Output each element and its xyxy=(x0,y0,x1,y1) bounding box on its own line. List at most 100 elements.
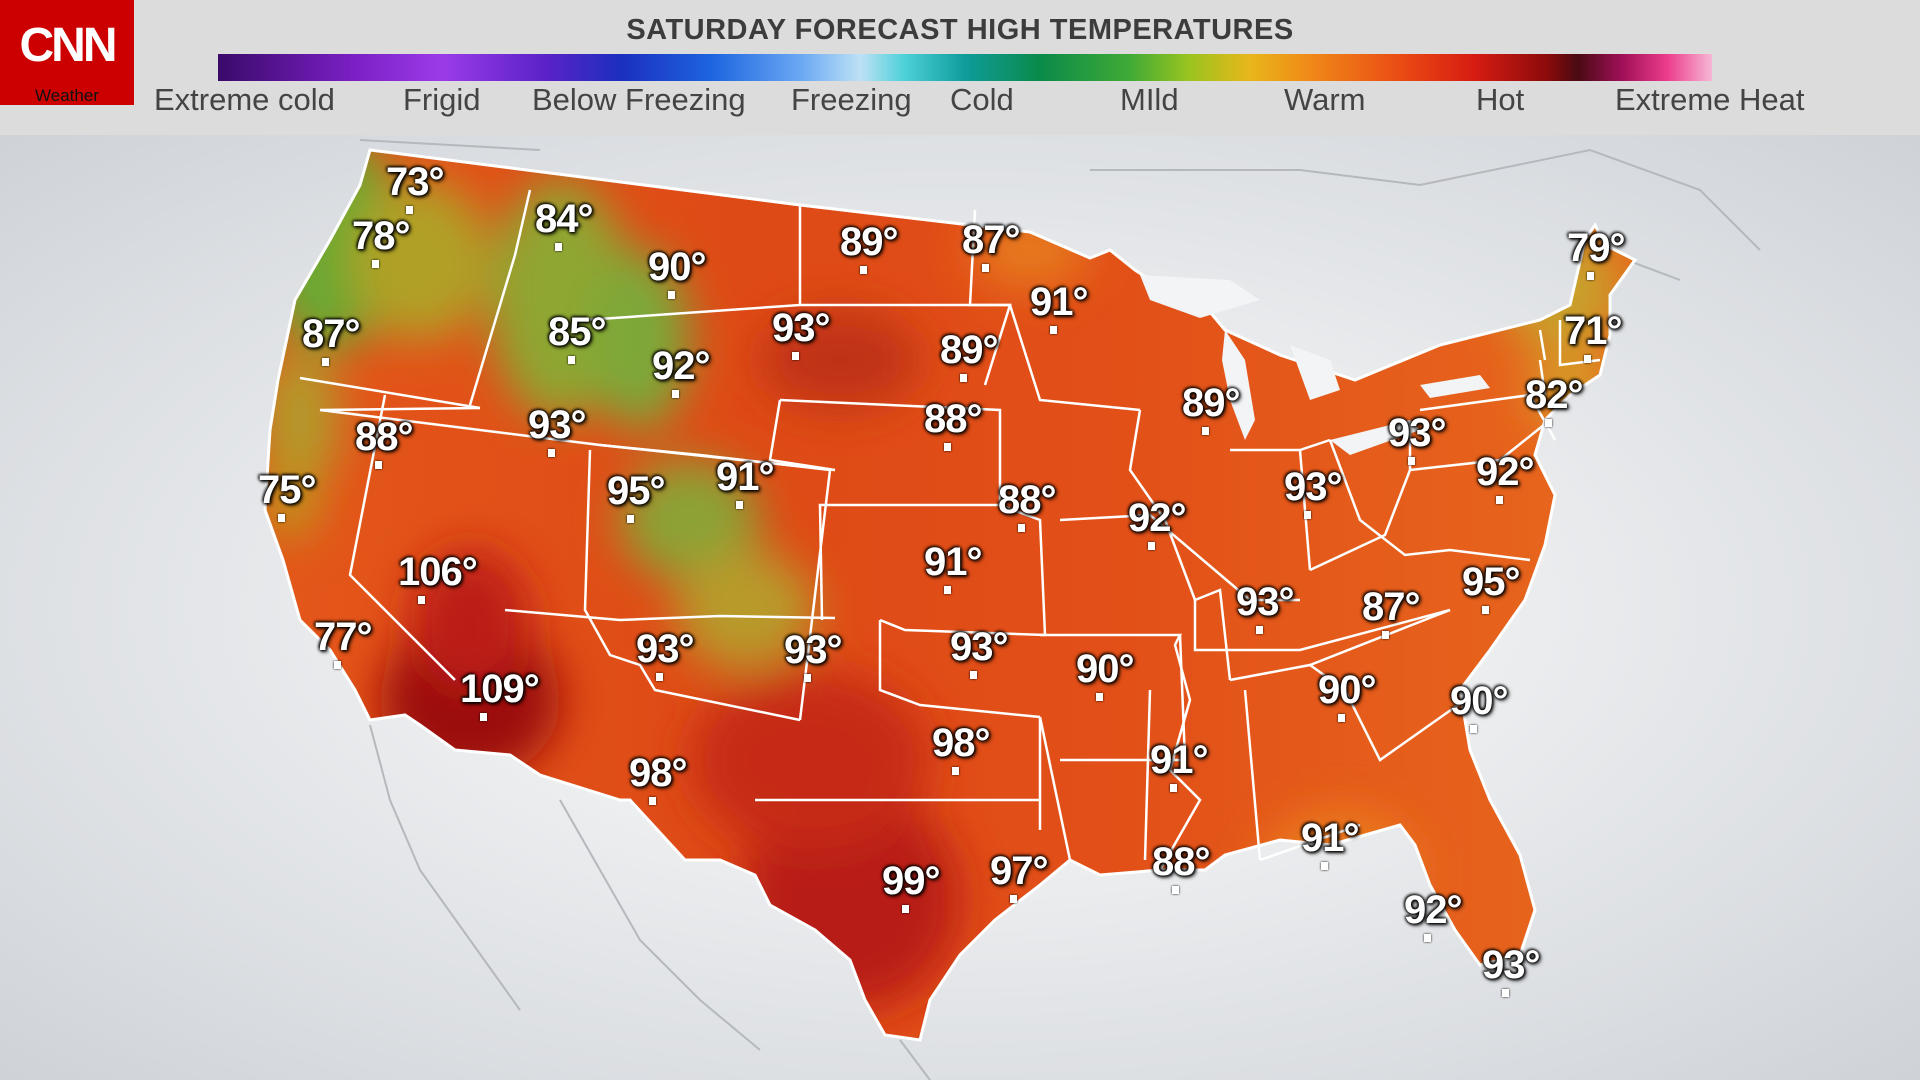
temperature-label: 93° xyxy=(772,306,830,350)
temperature-label: 93° xyxy=(636,627,694,671)
legend-label-hot: Hot xyxy=(1476,82,1525,117)
location-marker xyxy=(1304,511,1311,519)
temperature-label: 89° xyxy=(1182,381,1240,425)
temperature-label: 79° xyxy=(1567,226,1625,270)
temperature-label: 98° xyxy=(629,751,687,795)
temperature-label: 93° xyxy=(1236,580,1294,624)
location-marker xyxy=(322,358,329,366)
location-marker xyxy=(1050,326,1057,334)
us-temperature-map xyxy=(0,135,1920,1080)
legend-color-scale xyxy=(218,54,1712,81)
temperature-label: 87° xyxy=(1362,585,1420,629)
temperature-label: 88° xyxy=(998,478,1056,522)
logo-subtitle: Weather xyxy=(35,86,99,105)
temperature-label: 73° xyxy=(386,160,444,204)
location-marker xyxy=(568,356,575,364)
location-marker xyxy=(627,515,634,523)
temperature-label: 85° xyxy=(548,310,606,354)
temperature-label: 88° xyxy=(924,397,982,441)
location-marker xyxy=(944,443,951,451)
legend-label-frigid: Frigid xyxy=(403,82,481,117)
legend-label-mild: MIld xyxy=(1120,82,1179,117)
heat-layer xyxy=(265,150,1635,1040)
location-marker xyxy=(1202,427,1209,435)
temperature-label: 90° xyxy=(648,245,706,289)
temperature-label: 91° xyxy=(1301,816,1359,860)
lake-huron xyxy=(1290,345,1340,400)
location-marker xyxy=(960,374,967,382)
temperature-label: 97° xyxy=(990,849,1048,893)
legend-label-extreme-heat: Extreme Heat xyxy=(1615,82,1805,117)
location-marker xyxy=(1256,626,1263,634)
temperature-label: 93° xyxy=(1482,943,1540,987)
temperature-label: 93° xyxy=(1388,411,1446,455)
location-marker xyxy=(1338,714,1345,722)
location-marker xyxy=(1018,524,1025,532)
location-marker xyxy=(944,586,951,594)
location-marker xyxy=(792,352,799,360)
page-title: SATURDAY FORECAST HIGH TEMPERATURES xyxy=(626,14,1294,46)
location-marker xyxy=(970,671,977,679)
location-marker xyxy=(902,905,909,913)
location-marker xyxy=(952,767,959,775)
legend-label-below-freezing: Below Freezing xyxy=(532,82,746,117)
location-marker xyxy=(334,661,341,669)
location-marker xyxy=(375,461,382,469)
location-marker xyxy=(548,449,555,457)
temperature-label: 93° xyxy=(784,628,842,672)
temperature-label: 87° xyxy=(302,312,360,356)
temperature-label: 106° xyxy=(398,550,478,594)
temperature-label: 91° xyxy=(924,540,982,584)
temperature-label: 84° xyxy=(535,197,593,241)
temperature-label: 88° xyxy=(1152,840,1210,884)
temperature-label: 90° xyxy=(1450,679,1508,723)
location-marker xyxy=(736,501,743,509)
location-marker xyxy=(982,264,989,272)
lake-superior xyxy=(1140,275,1260,318)
location-marker xyxy=(1148,542,1155,550)
location-marker xyxy=(656,673,663,681)
state-borders xyxy=(299,189,1601,871)
location-marker xyxy=(555,243,562,251)
legend-label-extreme-cold: Extreme cold xyxy=(154,82,335,117)
temperature-label: 90° xyxy=(1076,647,1134,691)
temperature-label: 93° xyxy=(950,625,1008,669)
temperature-label: 91° xyxy=(1030,280,1088,324)
location-marker xyxy=(1010,895,1017,903)
legend-label-cold: Cold xyxy=(950,82,1014,117)
location-marker xyxy=(804,674,811,682)
temperature-label: 93° xyxy=(528,403,586,447)
logo-text: CNN xyxy=(19,19,118,72)
location-marker xyxy=(1424,934,1431,942)
location-marker xyxy=(1408,457,1415,465)
temperature-label: 91° xyxy=(1150,738,1208,782)
temperature-label: 71° xyxy=(1564,309,1622,353)
temperature-label: 91° xyxy=(716,455,774,499)
location-marker xyxy=(1382,631,1389,639)
location-marker xyxy=(406,206,413,214)
header: CNN Weather SATURDAY FORECAST HIGH TEMPE… xyxy=(0,0,1920,135)
temperature-label: 92° xyxy=(1128,496,1186,540)
cnn-logo: CNN xyxy=(0,0,134,105)
location-marker xyxy=(1482,606,1489,614)
location-marker xyxy=(1321,862,1328,870)
location-marker xyxy=(480,713,487,721)
location-marker xyxy=(668,291,675,299)
temperature-label: 92° xyxy=(1404,888,1462,932)
location-marker xyxy=(418,596,425,604)
temperature-label: 98° xyxy=(932,721,990,765)
location-marker xyxy=(1172,886,1179,894)
temperature-label: 75° xyxy=(258,468,316,512)
location-marker xyxy=(1096,693,1103,701)
temperature-label: 92° xyxy=(1476,450,1534,494)
temperature-label: 87° xyxy=(962,218,1020,262)
location-marker xyxy=(1584,355,1591,363)
temperature-label: 95° xyxy=(1462,560,1520,604)
temperature-label: 109° xyxy=(460,667,540,711)
location-marker xyxy=(372,260,379,268)
location-marker xyxy=(860,266,867,274)
temperature-label: 93° xyxy=(1284,465,1342,509)
location-marker xyxy=(672,390,679,398)
location-marker xyxy=(1496,496,1503,504)
lake-michigan xyxy=(1222,330,1255,440)
